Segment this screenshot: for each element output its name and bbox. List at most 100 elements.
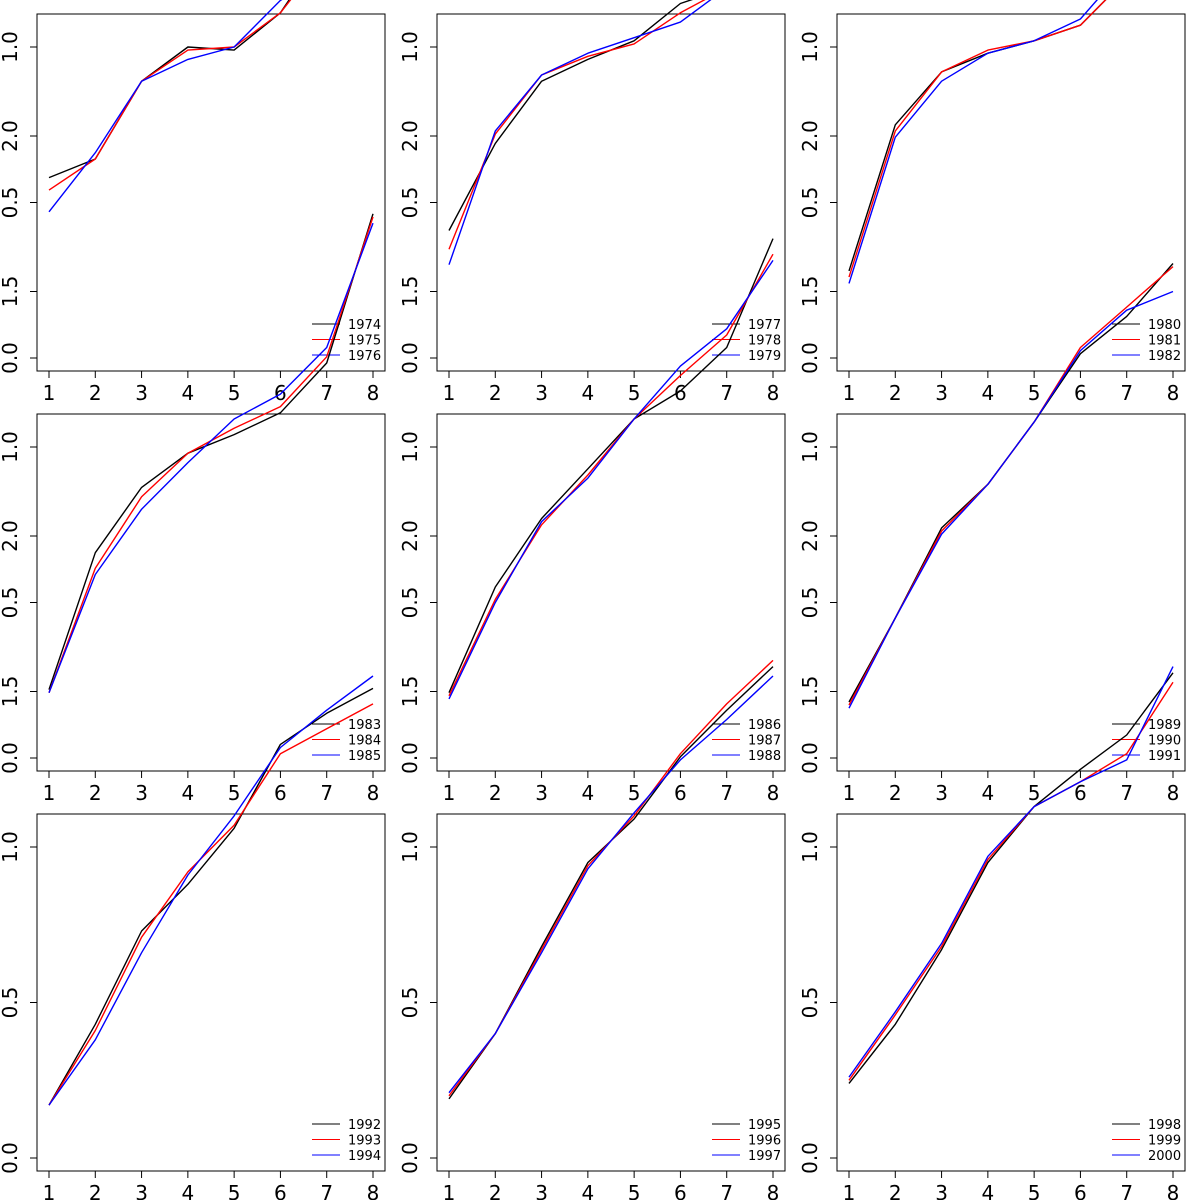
x-tick-label: 6 <box>1074 781 1087 805</box>
x-axis: 1 2 3 4 5 6 7 8 <box>843 371 1179 405</box>
legend-label: 2000 <box>1148 1149 1181 1164</box>
x-tick-label: 7 <box>720 381 733 405</box>
x-tick-label: 1 <box>443 381 456 405</box>
plot-frame <box>836 413 1186 772</box>
y-tick-label: 1.0 <box>398 831 422 863</box>
x-tick-label: 8 <box>767 1181 780 1200</box>
x-tick-label: 5 <box>228 381 241 405</box>
x-tick-label: 8 <box>1167 781 1180 805</box>
x-axis: 1 2 3 4 5 6 7 8 <box>843 1171 1180 1200</box>
legend-label: 1986 <box>748 718 781 733</box>
x-axis: 1 2 3 4 5 6 7 8 <box>443 371 779 405</box>
y-tick-label: 0.0 <box>398 1142 422 1174</box>
y-tick-label: 2.0 <box>0 520 22 552</box>
x-tick-label: 7 <box>720 781 733 805</box>
x-tick-label: 6 <box>674 381 687 405</box>
series-line-1984 <box>48 216 374 693</box>
plot-frame <box>36 813 386 1172</box>
x-tick-label: 3 <box>135 381 148 405</box>
x-tick-label: 4 <box>981 381 994 405</box>
x-axis: 1 2 3 4 5 6 7 8 <box>43 371 380 405</box>
y-tick-label: 2.0 <box>798 520 822 552</box>
x-tick-label: 8 <box>367 381 380 405</box>
x-tick-label: 5 <box>228 1181 241 1200</box>
y-tick-label: 0.0 <box>798 342 822 374</box>
x-tick-label: 6 <box>674 1181 687 1200</box>
x-tick-label: 1 <box>843 1181 856 1200</box>
plot-frame <box>36 13 386 372</box>
y-tick-label: 0.5 <box>798 987 822 1019</box>
y-tick-label: 2.0 <box>398 520 422 552</box>
y-tick-label: 0.0 <box>0 742 22 774</box>
y-tick-label: 0.0 <box>398 342 422 374</box>
x-tick-label: 2 <box>89 381 102 405</box>
x-tick-label: 4 <box>581 781 594 805</box>
y-tick-label: 0.5 <box>398 987 422 1019</box>
x-tick-label: 3 <box>535 381 548 405</box>
x-tick-label: 1 <box>843 781 856 805</box>
legend-label: 1979 <box>748 349 781 364</box>
y-tick-label: 0.5 <box>0 987 22 1019</box>
plot-frame <box>36 413 386 772</box>
x-tick-label: 5 <box>628 1181 641 1200</box>
y-tick-label: 1.5 <box>398 276 422 308</box>
legend-label: 1987 <box>748 734 781 749</box>
x-tick-label: 2 <box>489 1181 502 1200</box>
x-tick-label: 6 <box>1074 381 1087 405</box>
y-tick-label: 1.0 <box>798 831 822 863</box>
series-line-1982 <box>848 0 1098 284</box>
series-line-1981 <box>848 0 1107 278</box>
y-tick-label: 2.0 <box>398 120 422 152</box>
x-tick-label: 7 <box>1120 381 1133 405</box>
x-tick-label: 1 <box>443 781 456 805</box>
x-tick-label: 8 <box>1167 1181 1180 1200</box>
x-tick-label: 5 <box>1028 381 1041 405</box>
x-tick-label: 2 <box>889 1181 902 1200</box>
x-tick-label: 4 <box>581 381 594 405</box>
y-axis: 0.0 0.5 1.0 1.5 2.0 <box>798 31 837 374</box>
plot-frame <box>836 813 1186 1172</box>
series-line-1999 <box>848 681 1174 1081</box>
y-tick-label: 1.0 <box>798 31 822 63</box>
y-tick-label: 0.5 <box>798 587 822 619</box>
x-tick-label: 2 <box>89 781 102 805</box>
x-tick-label: 5 <box>628 381 641 405</box>
series-line-1990 <box>848 266 1174 706</box>
series-line-1998 <box>848 672 1174 1084</box>
plot-frame <box>836 13 1186 372</box>
y-tick-label: 1.0 <box>798 431 822 463</box>
x-tick-label: 7 <box>1120 781 1133 805</box>
x-tick-label: 5 <box>1028 1181 1041 1200</box>
legend-label: 1989 <box>1148 718 1181 733</box>
plot-frame <box>436 813 786 1172</box>
legend-label: 1995 <box>748 1118 781 1133</box>
y-tick-label: 0.0 <box>798 742 822 774</box>
legend-label: 1978 <box>748 334 781 349</box>
series-line-1979 <box>448 0 712 265</box>
y-tick-label: 0.0 <box>0 342 22 374</box>
legend-label: 1981 <box>1148 334 1181 349</box>
x-axis: 1 2 3 4 5 6 7 8 <box>443 771 779 805</box>
y-axis: 0.0 0.5 1.0 1.5 2.0 <box>398 120 437 774</box>
y-axis: 0.0 0.5 1.0 1.5 2.0 <box>398 31 437 374</box>
x-tick-label: 6 <box>1074 1181 1087 1200</box>
legend-label: 1992 <box>348 1118 381 1133</box>
series-line-1983 <box>48 213 374 690</box>
x-tick-label: 3 <box>535 781 548 805</box>
plot-frame <box>436 13 786 372</box>
x-tick-label: 4 <box>181 1181 194 1200</box>
y-tick-label: 0.5 <box>398 587 422 619</box>
x-axis: 1 2 3 4 5 6 7 8 <box>443 1171 780 1200</box>
x-tick-label: 8 <box>367 781 380 805</box>
y-tick-label: 1.0 <box>398 31 422 63</box>
